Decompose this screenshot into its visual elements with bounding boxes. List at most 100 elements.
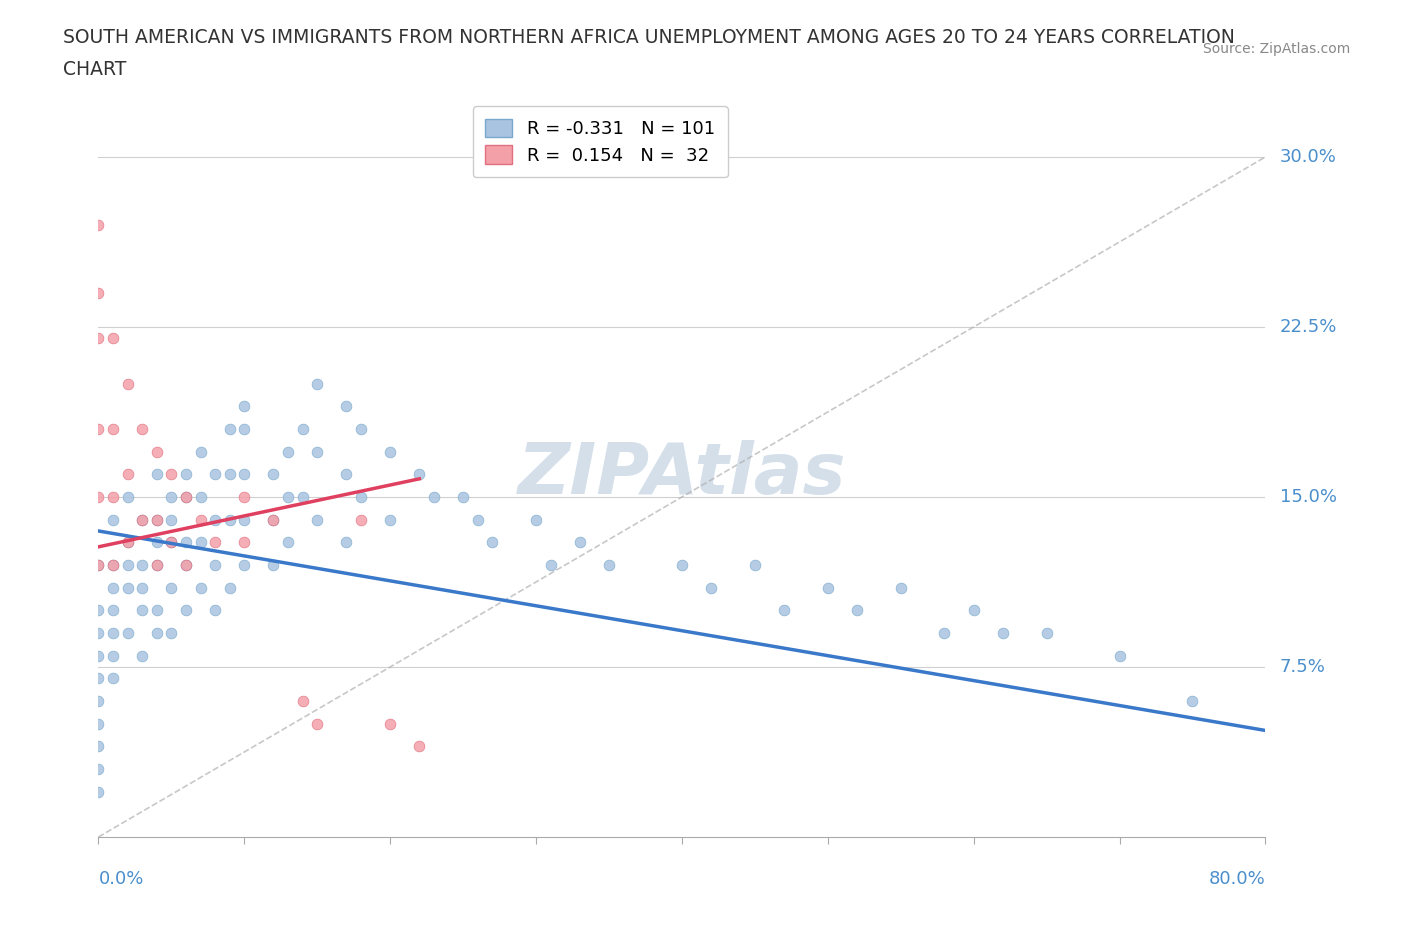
Point [598,558,620,573]
Point [380,716,402,731]
Point [1035,626,1057,641]
Point [101,331,124,346]
Point [524,512,547,527]
Point [991,626,1014,641]
Point [101,558,124,573]
Point [146,558,169,573]
Point [262,512,284,527]
Point [540,558,562,573]
Text: 0.0%: 0.0% [98,870,143,887]
Point [87,558,110,573]
Point [744,558,766,573]
Point [87,762,110,777]
Point [160,580,183,595]
Point [700,580,723,595]
Point [160,489,183,504]
Point [335,467,357,482]
Point [204,467,226,482]
Point [307,716,329,731]
Point [451,489,474,504]
Point [262,558,284,573]
Point [218,512,240,527]
Point [350,421,373,436]
Point [277,445,299,459]
Point [160,512,183,527]
Point [87,738,110,753]
Point [117,376,139,391]
Point [160,626,183,641]
Text: Source: ZipAtlas.com: Source: ZipAtlas.com [1202,42,1350,56]
Text: 22.5%: 22.5% [1279,318,1337,336]
Point [204,535,226,550]
Point [962,603,984,618]
Point [101,626,124,641]
Point [423,489,446,504]
Point [131,603,153,618]
Point [87,626,110,641]
Point [87,331,110,346]
Point [846,603,869,618]
Point [481,535,503,550]
Point [335,535,357,550]
Point [204,603,226,618]
Point [117,489,139,504]
Point [204,512,226,527]
Point [467,512,489,527]
Point [146,626,169,641]
Point [218,467,240,482]
Point [87,558,110,573]
Point [174,603,197,618]
Point [146,467,169,482]
Point [117,626,139,641]
Point [773,603,796,618]
Point [934,626,956,641]
Point [131,421,153,436]
Point [174,489,197,504]
Point [671,558,693,573]
Point [335,399,357,414]
Text: ZIPAtlas: ZIPAtlas [517,440,846,509]
Point [131,558,153,573]
Point [101,421,124,436]
Point [117,467,139,482]
Point [87,671,110,685]
Point [408,467,430,482]
Point [190,512,212,527]
Point [233,467,256,482]
Point [380,445,402,459]
Point [291,421,314,436]
Point [87,218,110,232]
Point [101,512,124,527]
Point [350,489,373,504]
Point [1108,648,1130,663]
Point [160,535,183,550]
Point [146,512,169,527]
Point [262,512,284,527]
Point [131,648,153,663]
Point [117,580,139,595]
Point [87,648,110,663]
Point [101,489,124,504]
Point [87,694,110,709]
Point [101,603,124,618]
Point [174,489,197,504]
Point [277,535,299,550]
Point [174,535,197,550]
Point [291,489,314,504]
Point [101,558,124,573]
Point [190,535,212,550]
Point [87,286,110,300]
Point [218,580,240,595]
Point [380,512,402,527]
Point [218,421,240,436]
Point [307,376,329,391]
Point [233,421,256,436]
Point [160,535,183,550]
Point [174,558,197,573]
Point [817,580,839,595]
Point [174,467,197,482]
Point [233,512,256,527]
Point [277,489,299,504]
Point [117,558,139,573]
Point [101,648,124,663]
